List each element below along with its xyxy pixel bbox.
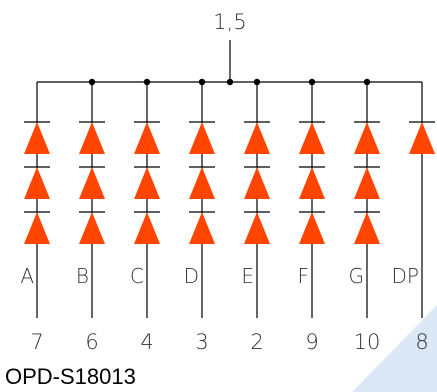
led-triangle: [134, 167, 160, 199]
segment-label: A: [20, 264, 34, 288]
led-diode: [299, 211, 325, 244]
led-triangle: [134, 212, 160, 244]
led-triangle: [24, 122, 50, 154]
segment-label: DP: [392, 264, 419, 288]
segment-column-d: D3: [184, 82, 215, 354]
led-diode: [79, 166, 105, 199]
led-triangle: [409, 122, 435, 154]
led-triangle: [354, 167, 380, 199]
segment-column-g: G 10: [349, 82, 381, 354]
segment-label: F: [297, 264, 309, 288]
common-anode-bus: [37, 40, 422, 86]
led-triangle: [189, 212, 215, 244]
pin-number: 2: [250, 330, 263, 354]
led-diode: [299, 121, 325, 154]
pin-number: 9: [305, 330, 318, 354]
pin-number: 10: [354, 330, 381, 354]
pin-number: 8: [415, 330, 428, 354]
led-triangle: [299, 167, 325, 199]
segment-label: D: [184, 264, 199, 288]
pin-number: 3: [195, 330, 208, 354]
led-triangle: [134, 122, 160, 154]
segment-column-a: A7: [20, 82, 50, 354]
led-diode: [24, 166, 50, 199]
led-triangle: [79, 122, 105, 154]
pin-number: 7: [30, 330, 43, 354]
segment-column-dp: DP 8: [392, 82, 435, 354]
led-diode: [244, 166, 270, 199]
led-diode: [134, 121, 160, 154]
led-triangle: [189, 167, 215, 199]
common-pin-label: 1,5: [213, 10, 246, 34]
led-triangle: [354, 212, 380, 244]
led-triangle: [189, 122, 215, 154]
led-triangle: [354, 122, 380, 154]
led-diode: [409, 121, 435, 154]
segment-label: G: [349, 264, 365, 288]
led-diode: [189, 121, 215, 154]
led-diode: [299, 166, 325, 199]
segment-label: E: [241, 264, 254, 288]
led-triangle: [24, 167, 50, 199]
led-diode: [189, 211, 215, 244]
segment-column-b: B6: [76, 82, 105, 354]
segment-label: B: [76, 264, 89, 288]
led-triangle: [299, 212, 325, 244]
led-diode: [244, 121, 270, 154]
junction-dot: [226, 78, 234, 86]
segment-label: C: [130, 264, 144, 288]
led-triangle: [79, 212, 105, 244]
led-triangle: [24, 212, 50, 244]
led-triangle: [299, 122, 325, 154]
led-diode: [24, 121, 50, 154]
led-diode: [354, 211, 380, 244]
led-diode: [354, 121, 380, 154]
led-triangle: [79, 167, 105, 199]
led-diode: [244, 211, 270, 244]
led-triangle: [244, 122, 270, 154]
led-triangle: [244, 212, 270, 244]
led-diode: [24, 211, 50, 244]
corner-decoration: [352, 305, 437, 392]
led-diode: [79, 211, 105, 244]
part-number: OPD-S18013: [5, 364, 136, 389]
segment-column-f: F9: [297, 82, 325, 354]
segment-column-c: C4: [130, 82, 160, 354]
led-triangle: [244, 167, 270, 199]
pin-number: 6: [85, 330, 98, 354]
pin-number: 4: [140, 330, 153, 354]
led-diode: [354, 166, 380, 199]
segment-column-e: E2: [241, 82, 270, 354]
led-diode: [79, 121, 105, 154]
led-diode: [134, 211, 160, 244]
led-diode: [134, 166, 160, 199]
led-diode: [189, 166, 215, 199]
